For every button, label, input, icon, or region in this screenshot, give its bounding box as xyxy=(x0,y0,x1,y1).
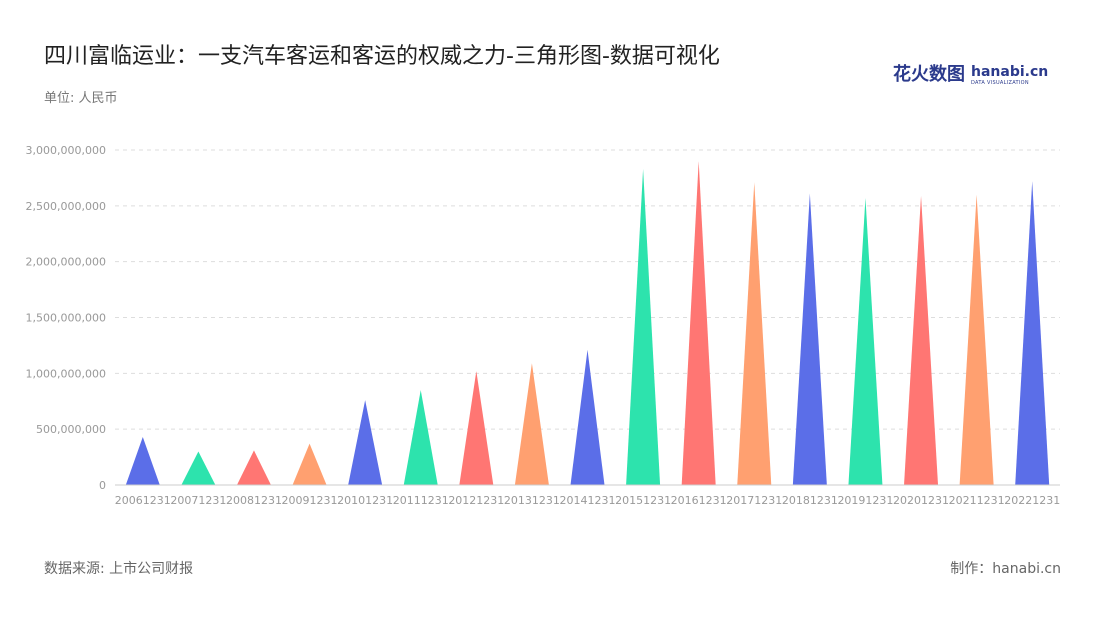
x-tick-label: 20211231 xyxy=(949,494,1005,507)
logo-en-subtext: DATA VISUALIZATION xyxy=(971,80,1029,86)
triangle-bar xyxy=(681,161,716,485)
y-tick-label: 0 xyxy=(99,479,106,492)
triangle-bar xyxy=(792,193,827,486)
y-axis-ticks: 0 500,000,000 1,000,000,000 1,500,000,000 2,… xyxy=(26,144,106,492)
triangle-bar xyxy=(904,195,939,486)
triangle-bar xyxy=(292,443,327,485)
y-tick-label: 3,000,000,000 xyxy=(26,144,106,157)
triangle-bar xyxy=(403,390,438,485)
y-tick-label: 500,000,000 xyxy=(36,423,106,436)
x-tick-label: 20101231 xyxy=(337,494,393,507)
triangle-bar xyxy=(959,194,994,485)
maker-credit: 制作：hanabi.cn xyxy=(950,561,1061,577)
y-tick-label: 1,000,000,000 xyxy=(26,367,106,380)
x-tick-label: 20221231 xyxy=(1004,494,1060,507)
unit-label: 单位: 人民币 xyxy=(44,91,118,106)
logo-en-text: hanabi.cn xyxy=(971,64,1049,80)
triangle-bar xyxy=(236,450,271,485)
x-tick-label: 20111231 xyxy=(393,494,449,507)
triangle-bar xyxy=(570,349,605,485)
triangle-bar xyxy=(181,451,216,485)
triangle-bar xyxy=(514,363,549,485)
x-axis-ticks: 20061231 20071231 20081231 20091231 20101231… xyxy=(115,494,1060,507)
x-tick-label: 20121231 xyxy=(448,494,504,507)
logo-cn-text: 花火数图 xyxy=(893,64,965,85)
triangle-bar xyxy=(125,436,160,485)
triangle-bar xyxy=(348,400,383,485)
x-tick-label: 20141231 xyxy=(560,494,616,507)
x-tick-label: 20061231 xyxy=(115,494,171,507)
triangle-bar xyxy=(737,182,772,485)
brand-logo: 花火数图 hanabi.cn DATA VISUALIZATION xyxy=(893,60,1048,86)
y-tick-label: 1,500,000,000 xyxy=(26,312,106,325)
x-tick-label: 20091231 xyxy=(282,494,338,507)
x-tick-label: 20171231 xyxy=(726,494,782,507)
bars-layer xyxy=(125,161,1050,486)
logo-en-block: hanabi.cn DATA VISUALIZATION xyxy=(971,65,1048,86)
triangle-bar xyxy=(848,198,883,485)
x-tick-label: 20191231 xyxy=(837,494,893,507)
triangle-bar xyxy=(1015,181,1050,485)
x-tick-label: 20081231 xyxy=(226,494,282,507)
triangle-bar xyxy=(626,168,661,485)
x-tick-label: 20161231 xyxy=(671,494,727,507)
y-tick-label: 2,500,000,000 xyxy=(26,200,106,213)
triangle-bar xyxy=(459,371,494,485)
x-tick-label: 20181231 xyxy=(782,494,838,507)
x-tick-label: 20071231 xyxy=(170,494,226,507)
page-title: 四川富临运业：一支汽车客运和客运的权威之力-三角形图-数据可视化 xyxy=(44,44,720,69)
x-tick-label: 20151231 xyxy=(615,494,671,507)
y-tick-label: 2,000,000,000 xyxy=(26,256,106,269)
data-source: 数据来源: 上市公司财报 xyxy=(44,561,194,577)
x-tick-label: 20131231 xyxy=(504,494,560,507)
x-tick-label: 20201231 xyxy=(893,494,949,507)
